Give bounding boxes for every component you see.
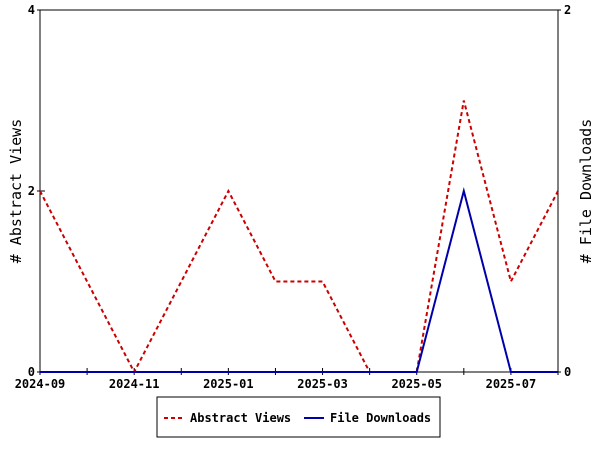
x-tick-label: 2024-11	[109, 377, 160, 391]
left-y-tick-label: 0	[28, 365, 35, 379]
left-axis-title: # Abstract Views	[7, 119, 25, 264]
legend: Abstract Views File Downloads	[156, 396, 441, 438]
right-axis-title: # File Downloads	[577, 119, 595, 264]
legend-box	[156, 396, 441, 438]
series-line-abstract-views	[39, 100, 559, 375]
x-tick-label: 2025-03	[297, 377, 348, 391]
x-tick-label: 2024-09	[15, 377, 66, 391]
plot-area	[39, 9, 559, 373]
right-y-tick-label: 2	[564, 3, 571, 17]
right-y-tick-label: 0	[564, 365, 571, 379]
left-y-tick-label: 2	[28, 184, 35, 198]
axes: 2024-09 2024-11 2025-01 2025-03 2025-05 2025-…	[15, 3, 572, 391]
legend-label-abstract-views: Abstract Views	[190, 411, 291, 425]
left-y-tick-label: 4	[28, 3, 35, 17]
x-tick-label: 2025-07	[486, 377, 537, 391]
legend-label-file-downloads: File Downloads	[330, 411, 431, 425]
series-layer	[39, 100, 559, 375]
series-line-file-downloads	[40, 187, 558, 373]
x-tick-label: 2025-01	[203, 377, 254, 391]
x-tick-label: 2025-05	[391, 377, 442, 391]
